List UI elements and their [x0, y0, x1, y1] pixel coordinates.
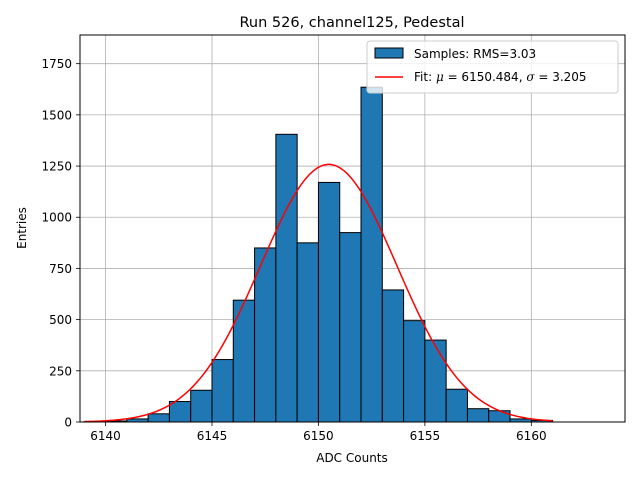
legend-samples-swatch [374, 47, 404, 59]
histogram-bar [339, 232, 362, 423]
legend-samples-label: Samples: RMS=3.03 [414, 47, 536, 61]
y-axis-ticks: 0 250 500 750 1000 1250 1500 1750 [41, 57, 80, 430]
histogram-bar [275, 133, 298, 423]
x-tick-label: 6150 [303, 429, 334, 443]
y-tick-label: 1500 [41, 108, 72, 122]
legend: Samples: RMS=3.03 Fit: μ = 6150.484, σ =… [366, 40, 619, 94]
legend-fit-label: Fit: μ = 6150.484, σ = 3.205 [414, 70, 587, 84]
x-tick-label: 6155 [410, 429, 441, 443]
y-tick-label: 500 [49, 313, 72, 327]
y-tick-label: 750 [49, 262, 72, 276]
histogram-bar [190, 389, 213, 423]
x-tick-label: 6160 [516, 429, 547, 443]
histogram-bar [424, 339, 447, 423]
histogram-bar [360, 86, 383, 423]
legend-fit-mu-symbol: μ [436, 70, 444, 84]
histogram-bar [211, 359, 234, 423]
x-axis-label: ADC Counts [316, 451, 388, 465]
y-tick-label: 0 [64, 416, 72, 430]
fit-curve [84, 163, 553, 423]
legend-fit-mu-value: = 6150.484, [444, 70, 527, 84]
histogram-bar [466, 408, 490, 423]
histogram-bar [168, 401, 192, 423]
y-tick-label: 1750 [41, 57, 72, 71]
histogram-bar [254, 247, 277, 423]
y-tick-label: 1000 [41, 211, 72, 225]
x-tick-label: 6145 [197, 429, 228, 443]
histogram-bar [296, 242, 319, 423]
y-tick-label: 1250 [41, 160, 72, 174]
legend-fit-sigma-value: = 3.205 [535, 70, 587, 84]
y-tick-label: 250 [49, 364, 72, 378]
legend-fit-prefix: Fit: [414, 70, 436, 84]
histogram-bar [147, 413, 170, 423]
chart-title: Run 526, channel125, Pedestal [239, 15, 464, 31]
x-axis-ticks: 6140 6145 6150 6155 6160 [90, 422, 547, 443]
histogram-bar [403, 320, 426, 423]
histogram-bars [83, 86, 554, 423]
fit-curve-group [84, 163, 553, 423]
histogram-bar [445, 388, 468, 423]
histogram-bar [381, 289, 405, 423]
x-tick-label: 6140 [90, 429, 121, 443]
legend-box [366, 40, 619, 94]
y-axis-label: Entries [15, 207, 29, 249]
plot-frame [79, 34, 626, 423]
histogram-bar [488, 410, 511, 423]
legend-fit-sigma-symbol: σ [526, 70, 535, 84]
histogram-bar [317, 181, 341, 423]
